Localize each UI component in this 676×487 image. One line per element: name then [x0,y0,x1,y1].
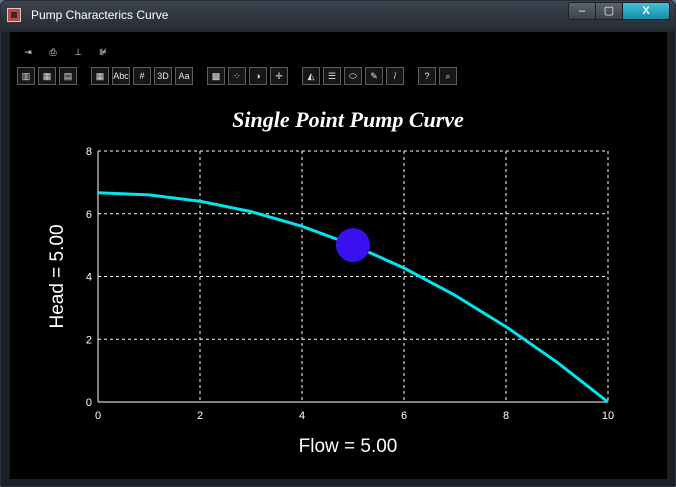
tools-icon: ✎ [370,70,378,81]
scatter-button[interactable]: ⁘ [228,67,246,85]
text-abc-icon: Abc [113,71,129,81]
area-chart-icon: ◭ [307,70,315,81]
crosshair-button[interactable]: ✛ [270,67,288,85]
pump-curve-chart: Single Point Pump Curve 0 2 4 6 8 10 0 2 4 6 8 Flow … [47,107,614,457]
y-axis-label: Head = 5.00 [47,224,68,328]
y-tick-label: 8 [86,146,92,158]
3d-view-icon: 3D [157,71,169,81]
pencil-button[interactable]: / [386,67,404,85]
zoom-icon: ⌕ [445,70,451,81]
exit-icon: ⇥ [24,46,32,57]
title-bar[interactable]: Pump Characterics Curve – ▢ X [1,1,675,31]
x-tick-label: 6 [401,410,407,422]
bar-chart-button[interactable]: ▥ [17,67,35,85]
operating-point[interactable] [336,228,370,263]
font-icon: Aa [178,71,190,81]
close-button[interactable]: X [622,2,670,20]
x-tick-label: 8 [503,410,509,422]
chart-title: Single Point Pump Curve [232,107,464,132]
window-title: Pump Characterics Curve [31,8,169,22]
x-axis-label: Flow = 5.00 [299,436,398,457]
palette-button[interactable]: ◑ [249,67,267,85]
3d-bar-icon: ▦ [42,70,52,81]
pencil-icon: / [393,71,397,81]
pump-curve-line [97,191,609,404]
text-abc-button[interactable]: Abc [112,67,130,85]
legend-icon: ☰ [327,70,337,81]
help-button[interactable]: ? [418,67,436,85]
bar-chart-icon: ▥ [21,70,31,81]
print-button[interactable]: ⎙ [42,43,64,61]
print-icon: ⎙ [49,46,57,57]
grid-lines-icon: # [139,71,145,81]
y-tick-label: 0 [86,397,92,409]
color-bars-button[interactable]: ▤ [59,67,77,85]
tools-button[interactable]: ✎ [365,67,383,85]
toolbar-main: ▥ ▦ ▤ ▦ Abc #3D Aa ▩ ⁘ ◑ ✛ ◭ ☰ ⬭ ✎ /? ⌕ [17,67,457,87]
label-icon: ⬭ [349,70,357,81]
x-tick-label: 10 [602,410,614,422]
x-tick-label: 4 [299,410,305,422]
3d-view-button[interactable]: 3D [154,67,172,85]
minimize-button[interactable]: – [568,2,596,20]
grid-lines-button[interactable]: # [133,67,151,85]
pattern-icon: ▩ [211,70,221,81]
axis-scale-icon: ⊥ [74,46,82,57]
area-chart-button[interactable]: ◭ [302,67,320,85]
data-grid-icon: ▦ [95,70,105,81]
axis-log-button[interactable]: ⊯ [92,43,114,61]
y-tick-label: 2 [86,334,92,346]
color-bars-icon: ▤ [63,70,73,81]
axis-scale-button[interactable]: ⊥ [67,43,89,61]
data-grid-button[interactable]: ▦ [91,67,109,85]
exit-button[interactable]: ⇥ [17,43,39,61]
palette-icon: ◑ [255,71,261,81]
y-tick-label: 4 [86,272,92,284]
toolbar-top: ⇥ ⎙ ⊥ ⊯ [17,43,114,63]
label-button[interactable]: ⬭ [344,67,362,85]
chart-panel: Single Point Pump Curve 0 2 4 6 8 10 0 2 4 6 8 Flow … [20,93,657,467]
maximize-button[interactable]: ▢ [595,2,623,20]
axis-log-icon: ⊯ [99,46,107,57]
y-tick-label: 6 [86,209,92,221]
help-icon: ? [424,71,430,81]
x-tick-label: 0 [95,410,101,422]
legend-button[interactable]: ☰ [323,67,341,85]
zoom-button[interactable]: ⌕ [439,67,457,85]
crosshair-icon: ✛ [275,70,283,81]
pattern-button[interactable]: ▩ [207,67,225,85]
x-tick-label: 2 [197,410,203,422]
font-button[interactable]: Aa [175,67,193,85]
scatter-icon: ⁘ [233,70,241,81]
3d-bar-button[interactable]: ▦ [38,67,56,85]
app-icon[interactable] [7,8,21,22]
